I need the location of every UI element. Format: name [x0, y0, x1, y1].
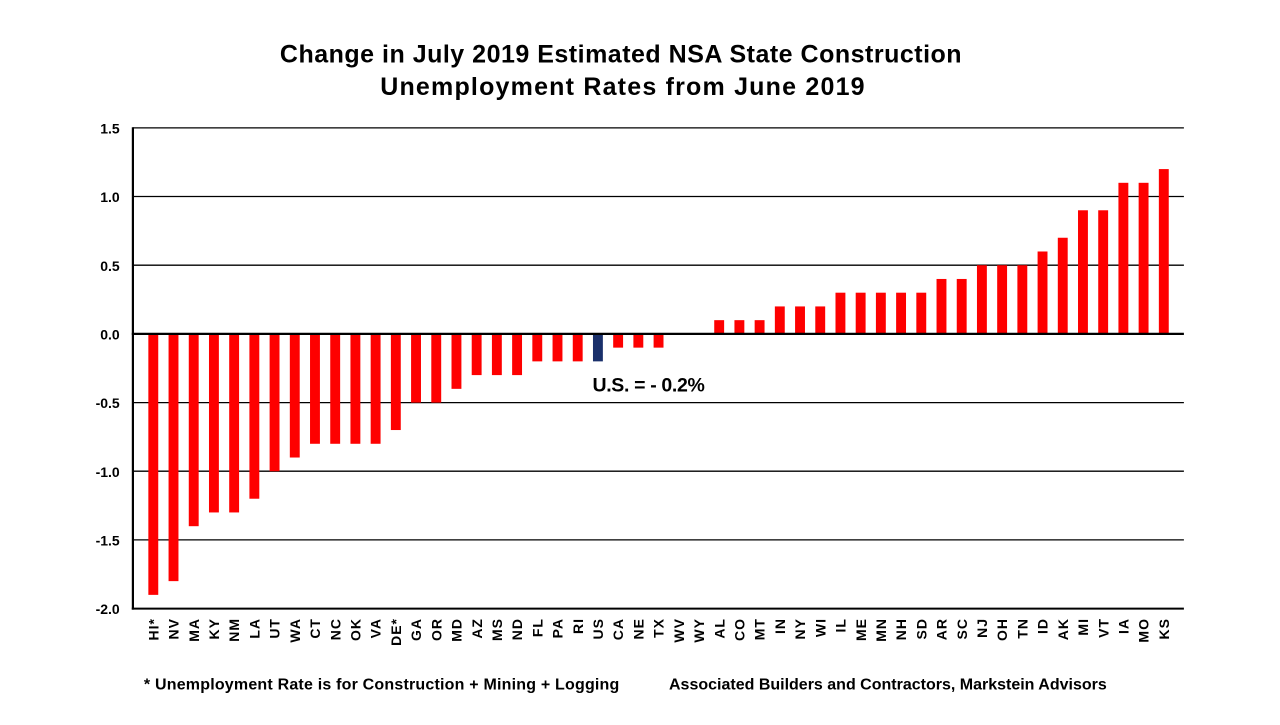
svg-text:US: US — [590, 618, 606, 639]
svg-text:PA: PA — [550, 618, 566, 638]
svg-text:WA: WA — [287, 618, 303, 643]
svg-text:MT: MT — [752, 618, 768, 640]
svg-text:CO: CO — [731, 618, 747, 641]
svg-text:FL: FL — [529, 618, 545, 637]
svg-text:NH: NH — [893, 618, 909, 640]
svg-text:ME: ME — [853, 618, 869, 641]
svg-text:CA: CA — [610, 618, 626, 640]
svg-text:MS: MS — [489, 618, 505, 641]
svg-text:TN: TN — [1014, 618, 1030, 639]
svg-text:CT: CT — [307, 618, 323, 639]
svg-text:OR: OR — [428, 618, 444, 641]
svg-text:-2.0: -2.0 — [96, 601, 120, 617]
svg-text:WV: WV — [671, 618, 687, 643]
svg-text:AR: AR — [934, 618, 950, 640]
svg-text:VA: VA — [368, 618, 384, 638]
svg-text:RI: RI — [570, 618, 586, 634]
svg-text:AK: AK — [1055, 618, 1071, 640]
svg-text:VT: VT — [1095, 618, 1111, 638]
svg-text:KS: KS — [1156, 618, 1172, 639]
svg-text:MA: MA — [186, 618, 202, 642]
svg-text:WI: WI — [812, 618, 828, 637]
svg-text:HI*: HI* — [145, 618, 161, 640]
svg-text:AZ: AZ — [469, 618, 485, 639]
svg-text:KY: KY — [206, 618, 222, 639]
svg-text:MO: MO — [1136, 618, 1152, 643]
svg-text:GA: GA — [408, 618, 424, 641]
svg-text:U.S. = - 0.2%: U.S. = - 0.2% — [593, 375, 705, 397]
svg-text:NJ: NJ — [974, 618, 990, 638]
svg-text:AL: AL — [711, 618, 727, 639]
svg-text:IN: IN — [772, 618, 788, 634]
svg-text:ID: ID — [1035, 618, 1051, 634]
svg-text:* Unemployment Rate is for Con: * Unemployment Rate is for Construction … — [144, 677, 620, 694]
svg-text:ND: ND — [509, 618, 525, 640]
svg-text:0.5: 0.5 — [100, 258, 120, 274]
svg-text:MD: MD — [449, 618, 465, 642]
svg-text:0.0: 0.0 — [100, 327, 120, 343]
svg-text:IL: IL — [833, 618, 849, 632]
svg-text:SD: SD — [913, 618, 929, 639]
svg-text:SC: SC — [954, 618, 970, 639]
svg-text:1.0: 1.0 — [100, 189, 120, 205]
svg-text:WY: WY — [691, 618, 707, 643]
svg-text:DE*: DE* — [388, 618, 404, 646]
svg-text:Associated Builders and Contra: Associated Builders and Contractors, Mar… — [669, 677, 1107, 694]
svg-text:IA: IA — [1115, 618, 1131, 634]
svg-text:NC: NC — [327, 618, 343, 640]
svg-text:OH: OH — [994, 618, 1010, 641]
svg-text:LA: LA — [246, 618, 262, 639]
svg-text:NV: NV — [166, 618, 182, 639]
svg-text:TX: TX — [651, 618, 667, 638]
svg-text:1.5: 1.5 — [100, 121, 120, 137]
svg-text:Unemployment Rates from June 2: Unemployment Rates from June 2019 — [380, 73, 866, 101]
svg-text:NE: NE — [630, 618, 646, 639]
svg-text:-0.5: -0.5 — [96, 395, 120, 411]
svg-text:NY: NY — [792, 618, 808, 639]
svg-text:-1.0: -1.0 — [96, 464, 120, 480]
svg-text:Change in July 2019 Estimated: Change in July 2019 Estimated NSA State … — [280, 41, 962, 69]
svg-text:MN: MN — [873, 618, 889, 642]
svg-text:NM: NM — [226, 618, 242, 642]
svg-text:MI: MI — [1075, 618, 1091, 636]
svg-text:-1.5: -1.5 — [96, 533, 120, 549]
svg-text:UT: UT — [267, 618, 283, 639]
svg-text:OK: OK — [348, 618, 364, 641]
